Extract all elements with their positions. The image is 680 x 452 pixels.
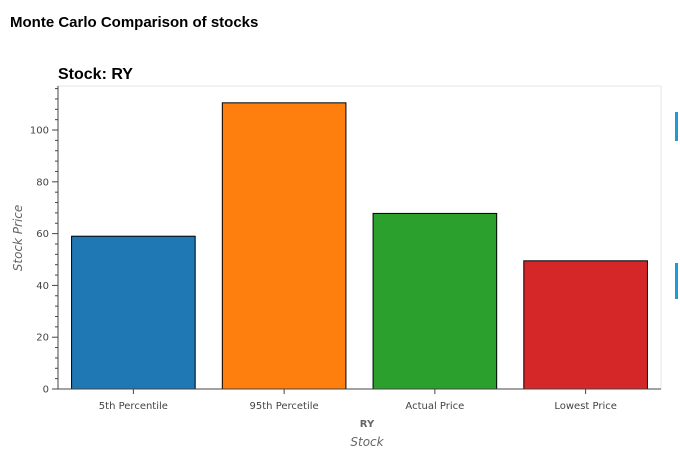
x-tick-label: Lowest Price bbox=[554, 401, 617, 412]
toolbar-indicator-bottom[interactable] bbox=[675, 263, 678, 299]
y-tick-label: 60 bbox=[36, 229, 49, 240]
bar-3 bbox=[523, 260, 648, 390]
x-axis-title: Stock bbox=[350, 435, 384, 449]
x-tick-label: 5th Percentile bbox=[99, 401, 168, 412]
toolbar-indicator-top[interactable] bbox=[675, 112, 678, 141]
chart-title: Stock: RY bbox=[58, 66, 133, 83]
bars-group bbox=[71, 102, 648, 390]
y-tick-label: 20 bbox=[36, 333, 49, 344]
y-tick-label: 40 bbox=[36, 281, 49, 292]
x-tick-label: 95th Percetile bbox=[250, 401, 319, 412]
x-tick-label: Actual Price bbox=[405, 401, 464, 412]
y-tick-label: 80 bbox=[36, 177, 49, 188]
axes-group: 5th Percentile 95th Percetile Actual Price… bbox=[30, 86, 661, 412]
x-group-label: RY bbox=[360, 419, 375, 430]
y-axis-title: Stock Price bbox=[11, 205, 25, 272]
page-title: Monte Carlo Comparison of stocks bbox=[10, 14, 259, 31]
bar-0 bbox=[71, 235, 196, 390]
bar-2 bbox=[372, 212, 498, 390]
bar-1 bbox=[221, 102, 347, 390]
y-tick-label: 0 bbox=[43, 385, 49, 396]
y-tick-label: 100 bbox=[30, 126, 49, 137]
